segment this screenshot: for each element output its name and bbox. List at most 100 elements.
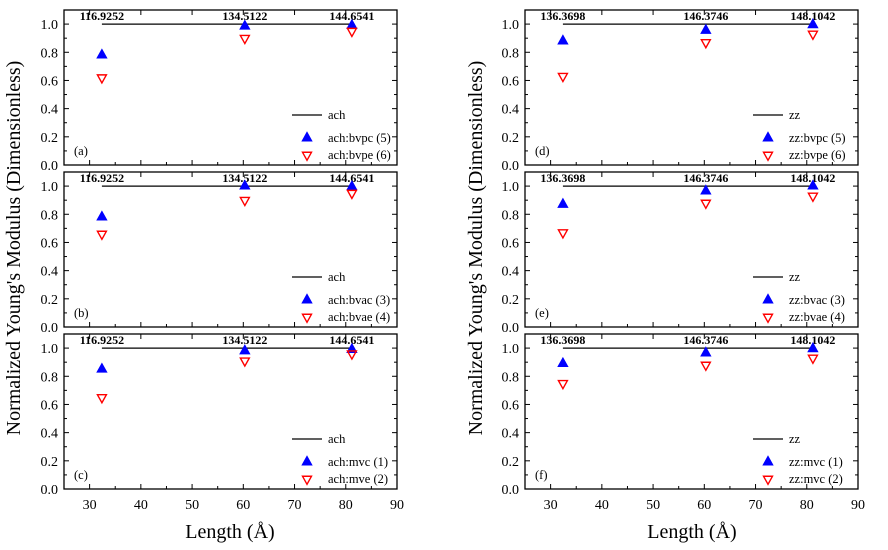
y-tick-label: 0.2 <box>502 131 520 146</box>
x-tick-label: 60 <box>236 498 250 513</box>
x-tick-label: 90 <box>390 498 404 513</box>
data-point-up <box>807 179 819 190</box>
legend-marker-up <box>762 131 774 142</box>
y-tick-label: 0.0 <box>502 483 520 498</box>
value-annotation: 148.1042 <box>790 333 835 347</box>
chart-panel: 0.0 0.2 0.4 0.6 0.8 1.0 136.3698 146.3746 148.10… <box>502 171 859 336</box>
value-annotation: 148.1042 <box>790 171 835 185</box>
x-tick-label: 50 <box>185 498 199 513</box>
value-annotation: 144.6541 <box>329 171 374 185</box>
data-point-up <box>239 344 251 355</box>
legend-marker-down <box>762 313 774 324</box>
data-point-down <box>96 393 108 405</box>
legend-label: zz:mvc (2) <box>789 472 843 486</box>
x-tick-label: 80 <box>339 498 353 513</box>
legend-marker-up <box>301 131 313 142</box>
legend-marker-down <box>762 475 774 486</box>
chart-panel: 0.0 0.2 0.4 0.6 0.8 1.0 136.3698 146.3746 148.10… <box>502 9 859 174</box>
x-tick-label: 30 <box>83 498 97 513</box>
data-point-down <box>700 361 712 372</box>
data-point-down <box>700 38 712 50</box>
data-point-up <box>807 342 819 353</box>
y-tick-label: 0.6 <box>502 398 520 413</box>
data-point-up <box>96 48 108 59</box>
panel-tag: (d) <box>535 144 550 158</box>
data-point-up <box>96 362 108 373</box>
value-annotation: 148.1042 <box>790 9 835 23</box>
panel-tag: (f) <box>535 468 548 482</box>
y-tick-label: 0.4 <box>502 265 520 280</box>
panel-tag: (b) <box>74 306 89 320</box>
value-annotation: 134.5122 <box>222 333 267 347</box>
x-tick-label: 30 <box>544 498 558 513</box>
legend-marker-down <box>301 475 313 486</box>
x-tick-label: 70 <box>288 498 302 513</box>
y-tick-label: 0.2 <box>41 293 59 308</box>
data-point-up <box>239 179 251 190</box>
data-point-up <box>807 18 819 29</box>
y-tick-label: 1.0 <box>502 18 520 33</box>
x-axis-title-right: Length (Å) <box>647 521 736 543</box>
value-annotation: 136.3698 <box>540 9 585 23</box>
y-tick-label: 0.2 <box>502 293 520 308</box>
value-annotation: 134.5122 <box>222 171 267 185</box>
data-point-down <box>346 350 358 361</box>
legend-label: zz <box>789 432 801 446</box>
y-tick-label: 0.6 <box>502 236 520 251</box>
legend-label: ach:bvpc (5) <box>328 131 391 145</box>
y-tick-label: 0.6 <box>41 236 59 251</box>
legend-label: ach:bvpe (6) <box>328 148 391 162</box>
value-annotation: 136.3698 <box>540 333 585 347</box>
y-tick-label: 0.4 <box>41 103 59 118</box>
legend-marker-down <box>301 151 313 162</box>
legend-label: zz:bvpe (6) <box>789 148 846 162</box>
value-annotation: 136.3698 <box>540 171 585 185</box>
data-point-up <box>700 184 712 195</box>
data-point-down <box>239 196 251 207</box>
data-point-down <box>346 189 358 200</box>
value-annotation: 116.9252 <box>80 333 124 347</box>
legend-label: zz:bvae (4) <box>789 310 845 324</box>
y-tick-label: 0.2 <box>41 455 59 470</box>
y-tick-label: 0.2 <box>502 455 520 470</box>
legend-label: zz <box>789 270 801 284</box>
value-annotation: 146.3746 <box>683 9 728 23</box>
data-point-up <box>239 19 251 30</box>
legend-label: zz:bvpc (5) <box>789 131 846 145</box>
panels: 0.0 0.2 0.4 0.6 0.8 1.0 116.9252 134.5122 144.65… <box>41 9 866 513</box>
data-point-down <box>239 357 251 368</box>
panel-tag: (a) <box>74 144 88 158</box>
y-tick-label: 0.4 <box>502 427 520 442</box>
y-axis-title-right: Normalized Young's Modulus (Dimensionles… <box>465 61 487 436</box>
value-annotation: 146.3746 <box>683 333 728 347</box>
y-tick-label: 0.2 <box>41 131 59 146</box>
x-tick-label: 40 <box>134 498 148 513</box>
legend-label: ach:bvac (3) <box>328 293 390 307</box>
legend-label: ach <box>328 270 346 284</box>
legend-label: zz:bvac (3) <box>789 293 845 307</box>
y-tick-label: 0.0 <box>41 321 59 336</box>
y-tick-label: 0.8 <box>41 370 59 385</box>
y-tick-label: 0.4 <box>502 103 520 118</box>
legend-label: ach:bvae (4) <box>328 310 390 324</box>
y-tick-label: 0.8 <box>502 208 520 223</box>
chart-panel: 0.0 0.2 0.4 0.6 0.8 1.0 116.9252 134.5122 144.65… <box>41 9 398 174</box>
y-tick-label: 0.6 <box>41 398 59 413</box>
y-tick-label: 1.0 <box>502 342 520 357</box>
data-point-down <box>557 379 569 391</box>
panel-tag: (c) <box>74 468 88 482</box>
x-tick-label: 90 <box>851 498 865 513</box>
x-tick-label: 70 <box>749 498 763 513</box>
legend-label: zz:mvc (1) <box>789 455 843 469</box>
value-annotation: 134.5122 <box>222 9 267 23</box>
y-tick-label: 0.0 <box>502 321 520 336</box>
legend-marker-up <box>301 455 313 466</box>
plot-frame <box>63 333 398 490</box>
data-point-up <box>557 356 569 368</box>
y-tick-label: 0.8 <box>502 46 520 61</box>
data-point-down <box>557 229 569 240</box>
x-tick-label: 80 <box>800 498 814 513</box>
data-point-down <box>346 27 358 38</box>
legend-marker-down <box>301 313 313 324</box>
plot-frame <box>524 171 859 328</box>
